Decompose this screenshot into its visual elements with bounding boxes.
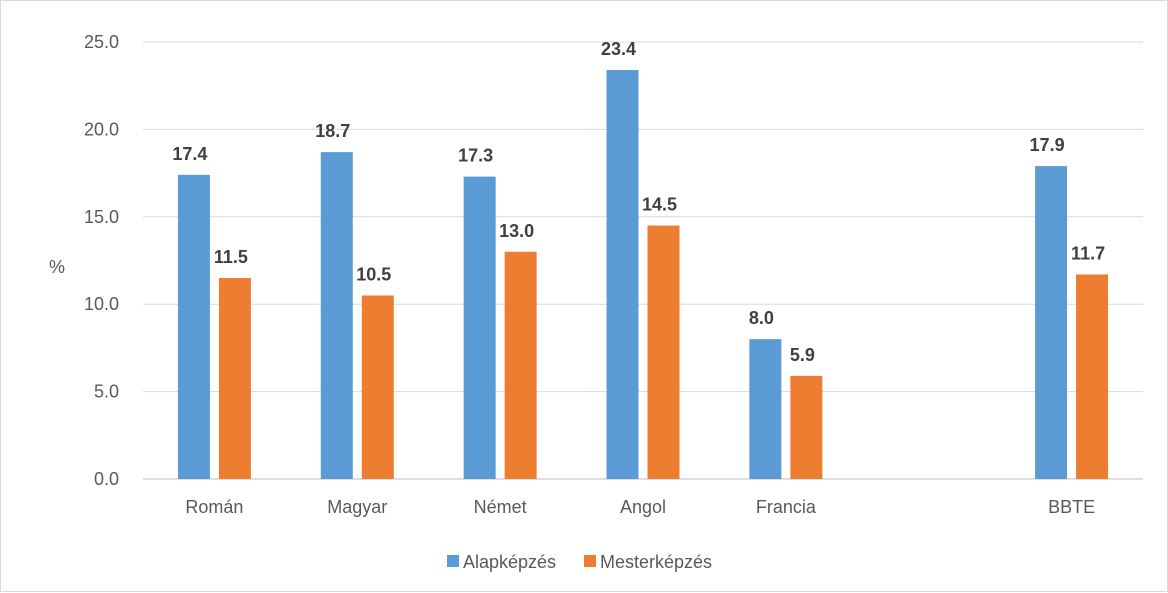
data-label: 5.9 bbox=[790, 345, 815, 365]
x-category-label: Német bbox=[474, 497, 527, 517]
bar-alapkepzes bbox=[177, 174, 210, 479]
bar-alapkepzes bbox=[463, 176, 496, 479]
bar-alapkepzes bbox=[1035, 166, 1068, 479]
data-label: 10.5 bbox=[356, 264, 391, 284]
y-axis-ticks: 0.0 5.0 10.0 15.0 20.0 25.0 bbox=[84, 32, 119, 489]
bar-mesterkepzes bbox=[1076, 274, 1109, 479]
bars bbox=[177, 69, 1109, 479]
data-label: 17.4 bbox=[172, 144, 207, 164]
gridlines bbox=[143, 41, 1143, 480]
data-label: 23.4 bbox=[601, 39, 636, 59]
bar-mesterkepzes bbox=[361, 295, 394, 479]
data-label: 17.9 bbox=[1030, 135, 1065, 155]
x-category-label: Francia bbox=[756, 497, 817, 517]
bar-mesterkepzes bbox=[647, 225, 680, 479]
y-tick-label: 0.0 bbox=[94, 469, 119, 489]
y-tick-label: 25.0 bbox=[84, 32, 119, 52]
bar-alapkepzes bbox=[749, 339, 782, 479]
legend-label: Alapképzés bbox=[463, 552, 556, 572]
x-category-label: BBTE bbox=[1048, 497, 1095, 517]
data-label: 18.7 bbox=[315, 121, 350, 141]
bar-mesterkepzes bbox=[790, 375, 823, 479]
bar-mesterkepzes bbox=[218, 277, 251, 479]
x-category-label: Román bbox=[185, 497, 243, 517]
bar-alapkepzes bbox=[606, 69, 639, 479]
data-label: 11.7 bbox=[1071, 243, 1105, 263]
data-label: 11.5 bbox=[214, 247, 248, 267]
data-label: 13.0 bbox=[499, 221, 534, 241]
y-tick-label: 15.0 bbox=[84, 207, 119, 227]
y-tick-label: 5.0 bbox=[94, 382, 119, 402]
data-label: 8.0 bbox=[749, 308, 774, 328]
x-category-label: Magyar bbox=[327, 497, 387, 517]
data-label: 17.3 bbox=[458, 146, 493, 166]
bar-mesterkepzes bbox=[504, 251, 537, 479]
y-tick-label: 10.0 bbox=[84, 294, 119, 314]
legend-swatch bbox=[584, 555, 596, 567]
data-labels: 17.4 11.5 18.7 10.5 17.3 13.0 23.4 14.5 8.0 5.9 17… bbox=[172, 39, 1105, 365]
y-axis-label: % bbox=[49, 257, 65, 277]
x-category-label: Angol bbox=[620, 497, 666, 517]
bar-alapkepzes bbox=[320, 152, 353, 479]
legend: Alapképzés Mesterképzés bbox=[447, 552, 712, 572]
y-tick-label: 20.0 bbox=[84, 119, 119, 139]
x-axis-categories: Román Magyar Német Angol Francia BBTE bbox=[185, 497, 1095, 517]
legend-label: Mesterképzés bbox=[600, 552, 712, 572]
data-label: 14.5 bbox=[642, 195, 677, 215]
legend-swatch bbox=[447, 555, 459, 567]
